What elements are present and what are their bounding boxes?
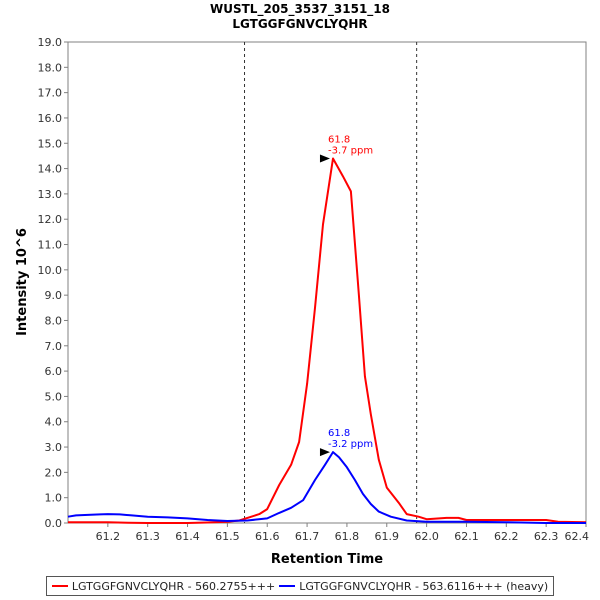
x-tick-label: 61.9 <box>375 530 400 543</box>
y-tick-label: 11.0 <box>38 239 63 252</box>
y-tick-label: 2.0 <box>45 466 63 479</box>
x-tick-label: 62.0 <box>414 530 439 543</box>
y-tick-label: 10.0 <box>38 264 63 277</box>
peak-rt-label: 61.8 <box>328 428 350 439</box>
series-line-0 <box>68 157 587 524</box>
peak-ppm-label: -3.7 ppm <box>328 145 373 156</box>
legend-item-light: LGTGGFGNVCLYQHR - 560.2755+++ <box>51 579 276 593</box>
peak-ppm-label: -3.2 ppm <box>328 439 373 450</box>
y-tick-label: 8.0 <box>45 314 63 327</box>
x-tick-label: 61.7 <box>295 530 320 543</box>
y-tick-label: 3.0 <box>45 441 63 454</box>
y-axis-label: Intensity 10^6 <box>15 228 30 336</box>
legend-label-light: LGTGGFGNVCLYQHR - 560.2755+++ <box>71 579 276 593</box>
peak-marker-arrow <box>319 448 330 457</box>
y-tick-label: 0.0 <box>45 517 63 530</box>
legend-swatch-blue <box>279 585 296 587</box>
x-tick-label: 61.3 <box>135 530 160 543</box>
x-tick-label: 62.1 <box>454 530 479 543</box>
x-tick-label: 61.5 <box>215 530 240 543</box>
x-tick-label: 61.2 <box>96 530 121 543</box>
y-tick-label: 16.0 <box>38 112 63 125</box>
plot-area <box>67 41 587 524</box>
chromatogram-traces <box>67 157 587 524</box>
x-tick-label: 61.8 <box>335 530 360 543</box>
y-tick-label: 19.0 <box>38 36 63 49</box>
chart-legend: LGTGGFGNVCLYQHR - 560.2755+++ LGTGGFGNVC… <box>46 576 554 596</box>
x-tick-label: 61.6 <box>255 530 280 543</box>
y-tick-label: 1.0 <box>45 492 63 505</box>
y-tick-label: 15.0 <box>38 137 63 150</box>
chart-title: WUSTL_205_3537_3151_18 <box>210 2 390 17</box>
integration-boundaries <box>244 42 418 523</box>
y-tick-label: 7.0 <box>45 340 63 353</box>
x-tick-label: 62.2 <box>494 530 519 543</box>
legend-item-heavy: LGTGGFGNVCLYQHR - 563.6116+++ (heavy) <box>279 580 548 593</box>
y-tick-label: 5.0 <box>45 390 63 403</box>
chart-subtitle: LGTGGFGNVCLYQHR <box>232 17 367 31</box>
peak-rt-label: 61.8 <box>328 134 350 145</box>
y-tick-label: 9.0 <box>45 289 63 302</box>
x-axis-ticks: 61.2 61.3 61.4 61.5 61.6 61.7 61.8 61.9 62.0 62.1… <box>96 523 589 543</box>
x-axis-label: Retention Time <box>271 552 383 567</box>
legend-swatch-red <box>51 585 68 587</box>
y-tick-label: 6.0 <box>45 365 63 378</box>
x-tick-label: 62.4 <box>565 530 590 543</box>
x-tick-label: 62.3 <box>534 530 559 543</box>
y-tick-label: 17.0 <box>38 87 63 100</box>
legend-label-heavy: LGTGGFGNVCLYQHR - 563.6116+++ (heavy) <box>299 579 549 593</box>
peak-marker-arrow <box>319 154 330 163</box>
series-line-1 <box>67 451 586 524</box>
x-tick-label: 61.4 <box>175 530 200 543</box>
y-tick-label: 12.0 <box>38 213 63 226</box>
y-tick-label: 14.0 <box>38 163 63 176</box>
y-tick-label: 4.0 <box>45 416 63 429</box>
y-tick-label: 18.0 <box>38 61 63 74</box>
y-tick-label: 13.0 <box>38 188 63 201</box>
y-axis-ticks: 0.0 1.0 2.0 3.0 4.0 5.0 6.0 7.0 8.0 9.0 10.0 11.0 12… <box>38 36 68 530</box>
